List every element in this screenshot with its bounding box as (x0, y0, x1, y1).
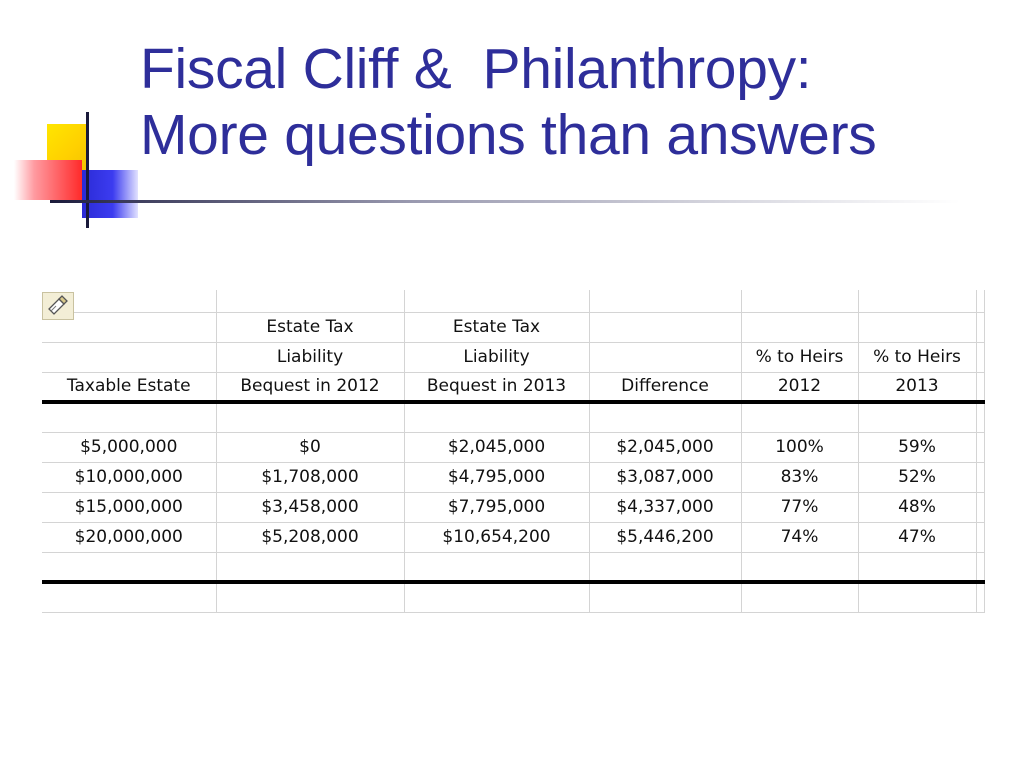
cell (976, 372, 985, 404)
liability-2012-cell: $5,208,000 (216, 522, 405, 553)
heirs-2013-cell: 48% (858, 492, 977, 523)
liability-2012-cell: $1,708,000 (216, 462, 405, 493)
cell (589, 290, 742, 313)
format-painter-icon (42, 292, 74, 320)
slide-title-line-1: Fiscal Cliff & Philanthropy: (140, 37, 812, 101)
header-cell: Taxable Estate (42, 372, 217, 404)
cell (42, 552, 217, 584)
header-cell (589, 312, 742, 343)
liability-2013-cell: $2,045,000 (404, 432, 590, 463)
vertical-rule-decoration (86, 112, 89, 228)
taxable-estate-cell: $15,000,000 (42, 492, 217, 523)
cell (976, 342, 985, 373)
cell (216, 582, 405, 613)
blank-row (42, 552, 985, 584)
cell (858, 402, 977, 433)
cell (216, 402, 405, 433)
cell (858, 582, 977, 613)
blank-row (42, 582, 985, 613)
header-cell (589, 342, 742, 373)
cell (976, 552, 985, 584)
cell (589, 552, 742, 584)
header-cell: Bequest in 2012 (216, 372, 405, 404)
taxable-estate-cell: $20,000,000 (42, 522, 217, 553)
difference-cell: $5,446,200 (589, 522, 742, 553)
cell (404, 402, 590, 433)
header-cell: 2012 (741, 372, 859, 404)
header-row-3: Taxable Estate Bequest in 2012 Bequest i… (42, 372, 985, 404)
header-cell: Liability (216, 342, 405, 373)
difference-cell: $4,337,000 (589, 492, 742, 523)
slide-title-line-2: More questions than answers (140, 103, 877, 167)
table-row: $5,000,000 $0 $2,045,000 $2,045,000 100%… (42, 432, 985, 463)
spacer-row (42, 290, 985, 313)
liability-2012-cell: $3,458,000 (216, 492, 405, 523)
header-cell: Difference (589, 372, 742, 404)
cell (42, 290, 217, 313)
cell (976, 492, 985, 523)
cell (858, 552, 977, 584)
cell (741, 552, 859, 584)
title-underline (50, 200, 960, 203)
header-cell (741, 312, 859, 343)
cell (741, 582, 859, 613)
red-square-decoration (14, 160, 82, 200)
heirs-2012-cell: 100% (741, 432, 859, 463)
cell (976, 312, 985, 343)
cell (589, 402, 742, 433)
cell (976, 432, 985, 463)
cell (42, 582, 217, 613)
cell (858, 290, 977, 313)
header-cell (858, 312, 977, 343)
header-cell (42, 342, 217, 373)
heirs-2012-cell: 83% (741, 462, 859, 493)
liability-2013-cell: $7,795,000 (404, 492, 590, 523)
cell (404, 290, 590, 313)
cell (216, 552, 405, 584)
cell (741, 290, 859, 313)
liability-2013-cell: $10,654,200 (404, 522, 590, 553)
cell (42, 402, 217, 433)
difference-cell: $3,087,000 (589, 462, 742, 493)
cell (741, 402, 859, 433)
header-row-2: Liability Liability % to Heirs % to Heir… (42, 342, 985, 373)
taxable-estate-cell: $10,000,000 (42, 462, 217, 493)
spreadsheet-image: Estate Tax Estate Tax Liability Liabilit… (42, 290, 985, 632)
header-cell: Estate Tax (216, 312, 405, 343)
cell (976, 402, 985, 433)
header-row-1: Estate Tax Estate Tax (42, 312, 985, 343)
heirs-2013-cell: 52% (858, 462, 977, 493)
table-row: $20,000,000 $5,208,000 $10,654,200 $5,44… (42, 522, 985, 553)
liability-2012-cell: $0 (216, 432, 405, 463)
taxable-estate-cell: $5,000,000 (42, 432, 217, 463)
header-cell: 2013 (858, 372, 977, 404)
cell (976, 290, 985, 313)
table-row: $10,000,000 $1,708,000 $4,795,000 $3,087… (42, 462, 985, 493)
cell (976, 582, 985, 613)
slide-title: Fiscal Cliff & Philanthropy: More questi… (140, 36, 1000, 168)
blank-row (42, 402, 985, 433)
heirs-2012-cell: 77% (741, 492, 859, 523)
estate-tax-table: Estate Tax Estate Tax Liability Liabilit… (42, 290, 985, 613)
blue-square-decoration (82, 170, 138, 218)
heirs-2013-cell: 59% (858, 432, 977, 463)
header-cell: Estate Tax (404, 312, 590, 343)
header-cell: Liability (404, 342, 590, 373)
difference-cell: $2,045,000 (589, 432, 742, 463)
heirs-2013-cell: 47% (858, 522, 977, 553)
header-cell: % to Heirs (741, 342, 859, 373)
liability-2013-cell: $4,795,000 (404, 462, 590, 493)
cell (404, 582, 590, 613)
cell (976, 522, 985, 553)
cell (976, 462, 985, 493)
header-cell: Bequest in 2013 (404, 372, 590, 404)
table-row: $15,000,000 $3,458,000 $7,795,000 $4,337… (42, 492, 985, 523)
cell (216, 290, 405, 313)
cell (589, 582, 742, 613)
cell (404, 552, 590, 584)
header-cell: % to Heirs (858, 342, 977, 373)
heirs-2012-cell: 74% (741, 522, 859, 553)
